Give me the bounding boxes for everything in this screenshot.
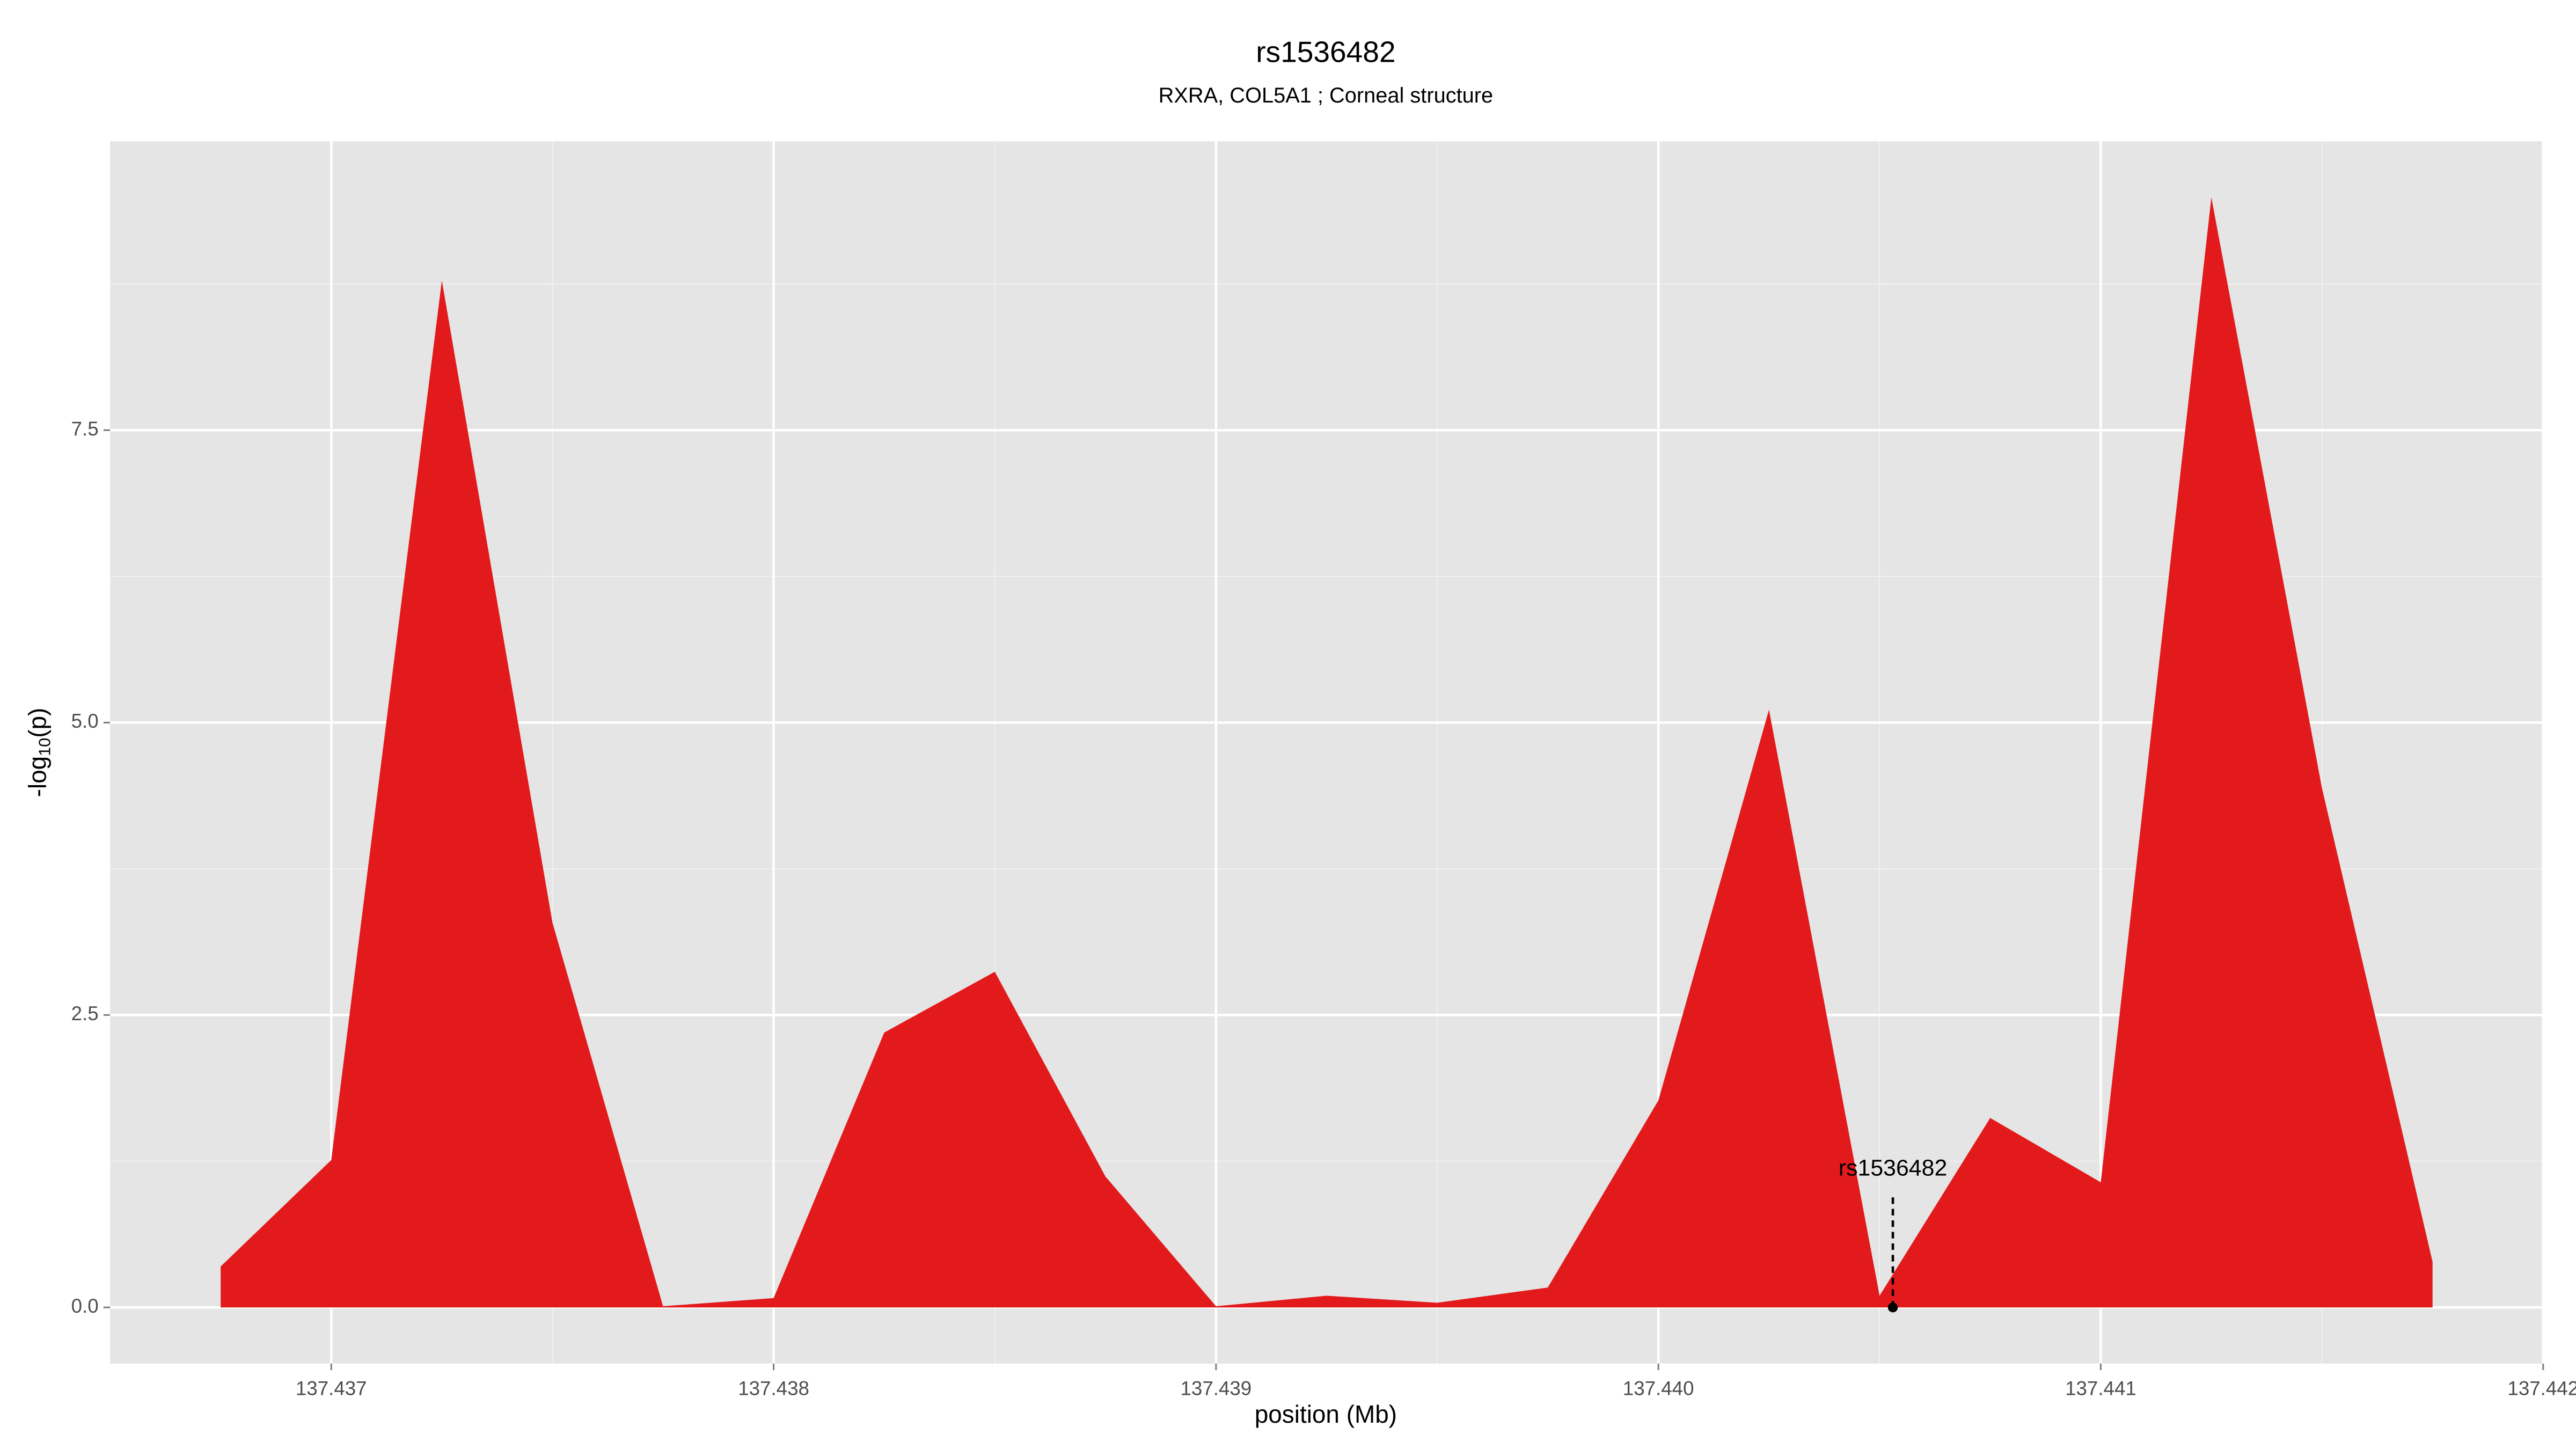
chart-title: rs1536482: [1256, 35, 1395, 69]
x-tick-label: 137.439: [1180, 1377, 1252, 1399]
marks: rs1536482: [221, 197, 2433, 1313]
y-label-subscript: 10: [36, 738, 54, 756]
chart-subtitle: RXRA, COL5A1 ; Corneal structure: [1159, 84, 1494, 107]
x-tick-label: 137.441: [2065, 1377, 2136, 1399]
x-tick-label: 137.442: [2507, 1377, 2576, 1399]
y-tick-label: 5.0: [71, 710, 99, 732]
y-axis-label: -log10(p): [24, 708, 54, 797]
x-tick-label: 137.438: [738, 1377, 809, 1399]
y-label-main: -log: [24, 756, 52, 797]
y-tick-label: 2.5: [71, 1002, 99, 1024]
x-tick-label: 137.440: [1623, 1377, 1694, 1399]
annotation-label: rs1536482: [1839, 1155, 1947, 1181]
y-tick-label: 7.5: [71, 418, 99, 440]
x-tick-label: 137.437: [296, 1377, 367, 1399]
y-label-suffix: (p): [24, 708, 52, 738]
y-tick-label: 0.0: [71, 1295, 99, 1317]
area: [221, 197, 2433, 1308]
snp-point: [1887, 1302, 1898, 1313]
x-axis-label: position (Mb): [1255, 1400, 1397, 1428]
